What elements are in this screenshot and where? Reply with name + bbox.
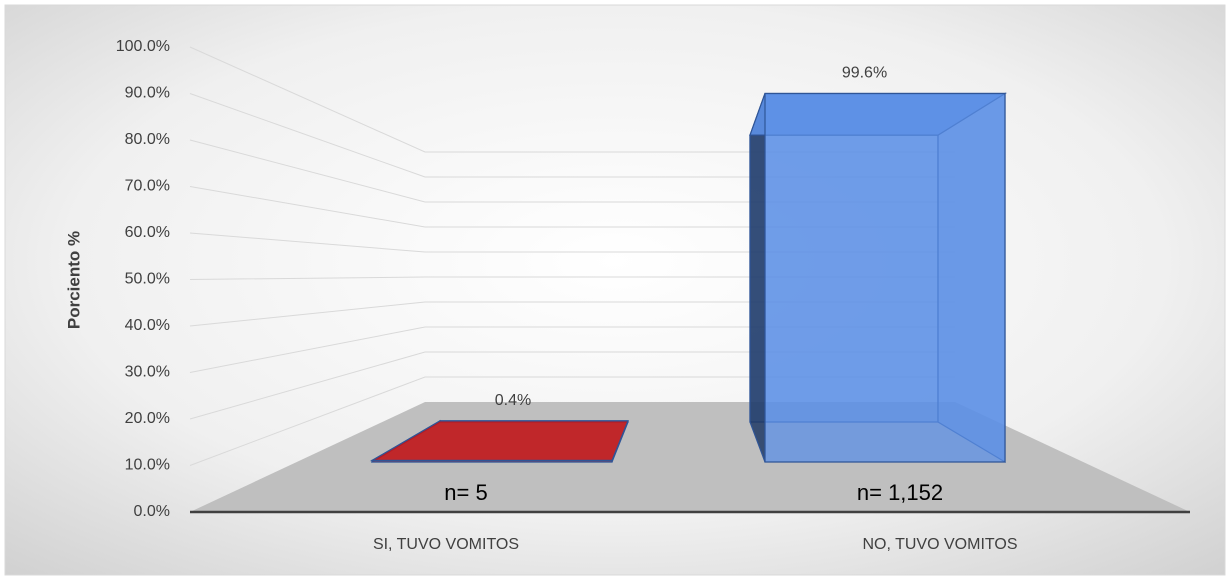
y-tick-label: 50.0% [125, 271, 170, 288]
x-tick-label: SI, TUVO VOMITOS [373, 536, 519, 553]
y-tick-label: 30.0% [125, 364, 170, 381]
y-tick-label: 10.0% [125, 457, 170, 474]
y-tick-label: 90.0% [125, 85, 170, 102]
bar-front [764, 92, 1006, 463]
bar-front [371, 459, 613, 463]
data-label: 99.6% [842, 65, 887, 82]
data-label: 0.4% [495, 392, 531, 409]
y-tick-label: 60.0% [125, 224, 170, 241]
y-tick-label: 40.0% [125, 317, 170, 334]
y-axis-label: Porciento % [64, 231, 83, 329]
y-tick-label: 100.0% [116, 38, 170, 55]
x-tick-label: NO, TUVO VOMITOS [863, 536, 1018, 553]
bar-left [749, 93, 766, 463]
y-tick-label: 70.0% [125, 178, 170, 195]
annotation: n= 5 [444, 480, 487, 505]
y-tick-label: 80.0% [125, 131, 170, 148]
annotation: n= 1,152 [857, 480, 943, 505]
y-tick-label: 0.0% [134, 503, 170, 520]
y-tick-label: 20.0% [125, 410, 170, 427]
